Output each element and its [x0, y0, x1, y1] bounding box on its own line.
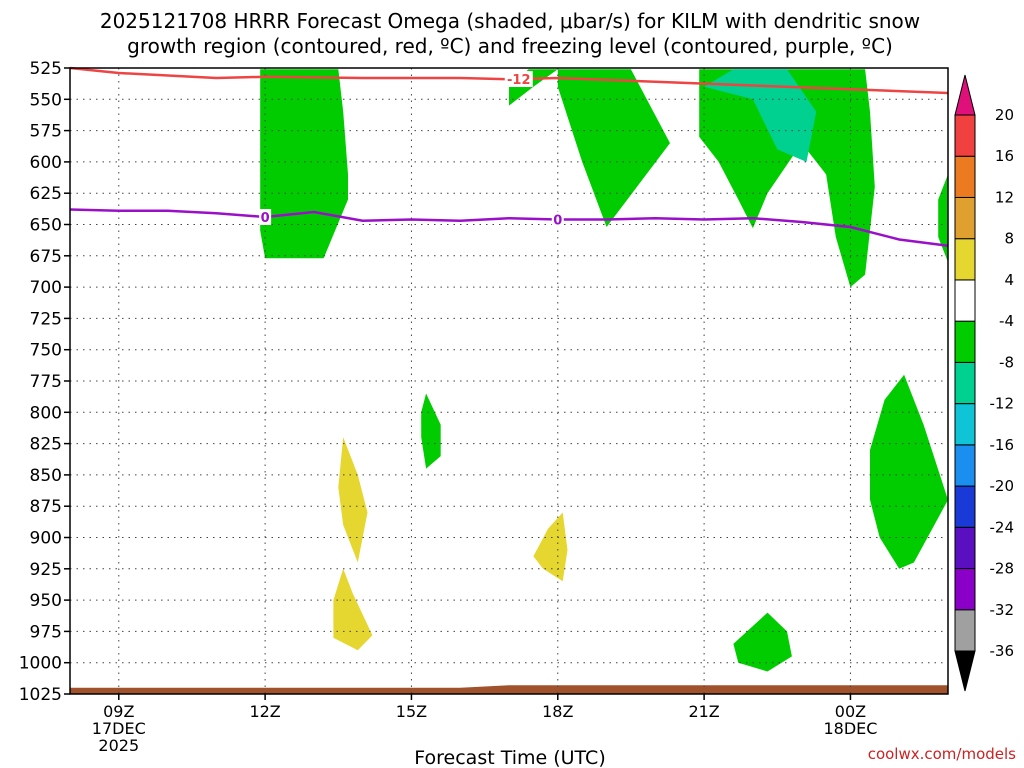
ground-surface [70, 685, 948, 694]
y-tick-label-550: 550 [30, 90, 62, 110]
omega-region-green-a [260, 69, 348, 259]
y-tick-label-575: 575 [30, 122, 62, 142]
contour-line-dendritic-minus12 [69, 66, 949, 95]
x-tick-label-18-0: 18Z [542, 702, 573, 721]
y-tick-label-650: 650 [30, 216, 62, 236]
y-tick-label-1025: 1025 [19, 685, 62, 705]
y-tick-label-950: 950 [30, 591, 62, 611]
colorbar-segment-12 [954, 114, 976, 157]
y-tick-label-725: 725 [30, 309, 62, 329]
colorbar-segment-8 [954, 279, 976, 322]
colorbar-label-4: -20 [990, 477, 1015, 495]
colorbar-segment-3 [954, 485, 976, 528]
colorbar-label-11: 12 [995, 188, 1014, 206]
omega-region-yellow-b [333, 568, 373, 651]
omega-shaded-regions [70, 69, 948, 694]
colorbar-label-3: -24 [990, 518, 1015, 536]
colorbar-segment-1 [954, 568, 976, 611]
colorbar-label-2: -28 [990, 560, 1015, 578]
colorbar: -36 -32 -28 -24 -20 -16 -12 -8 -4 4 8 12 16 20 [954, 74, 1015, 692]
colorbar-high-arrow [954, 74, 976, 116]
contour-label-bg-freezing-level-0-1 [551, 211, 564, 228]
colorbar-low-arrow [954, 650, 976, 692]
x-axis-label: Forecast Time (UTC) [414, 747, 605, 768]
y-tick-label-925: 925 [30, 560, 62, 580]
colorbar-segment-4 [954, 444, 976, 487]
colorbar-segment-6 [954, 361, 976, 405]
colorbar-segment-11 [954, 155, 976, 198]
colorbar-segment-10 [954, 196, 976, 240]
y-tick-label-875: 875 [30, 497, 62, 517]
colorbar-label-13: 20 [995, 106, 1014, 124]
credit-text: coolwx.com/models [868, 745, 1016, 763]
y-axis-ticks: 525 550 575 600 625 650 675 700 725 750 775 800 825 8… [19, 59, 70, 705]
y-tick-label-775: 775 [30, 372, 62, 392]
y-tick-label-525: 525 [30, 59, 62, 79]
omega-region-green-h [733, 612, 792, 672]
omega-region-green-f [421, 393, 441, 469]
colorbar-label-5: -16 [990, 436, 1015, 454]
y-tick-label-675: 675 [30, 247, 62, 267]
colorbar-segment-5 [954, 403, 976, 446]
colorbar-label-8: -4 [999, 312, 1014, 330]
y-tick-label-625: 625 [30, 184, 62, 204]
omega-region-teal-d [704, 69, 817, 162]
colorbar-label-12: 16 [995, 147, 1014, 165]
colorbar-label-1: -32 [990, 601, 1015, 619]
omega-region-green-e [938, 174, 948, 263]
x-tick-label-9-1: 17DEC [92, 719, 146, 738]
colorbar-label-7: -8 [999, 353, 1014, 371]
contour-label-freezing-level-0-1: 0 [553, 213, 562, 228]
omega-region-green-g [870, 374, 948, 569]
y-tick-label-700: 700 [30, 278, 62, 298]
y-tick-label-850: 850 [30, 466, 62, 486]
colorbar-segment-9 [954, 238, 976, 281]
temperature-contours: -12 0 0 [69, 66, 949, 248]
colorbar-segment-2 [954, 526, 976, 570]
chart-title-line1: 2025121708 HRRR Forecast Omega (shaded, … [100, 9, 920, 33]
omega-region-green-d [699, 69, 875, 288]
chart-title-line2: growth region (contoured, red, ºC) and f… [127, 34, 893, 58]
colorbar-label-0: -36 [990, 642, 1015, 660]
x-tick-label-15-0: 15Z [396, 702, 427, 721]
x-tick-label-9-0: 09Z [103, 702, 134, 721]
plot-frame [69, 67, 949, 695]
y-tick-label-900: 900 [30, 529, 62, 549]
colorbar-label-10: 8 [1004, 230, 1014, 248]
contour-label-bg-dendritic-minus12-0 [504, 71, 533, 88]
colorbar-label-9: 4 [1004, 271, 1014, 289]
colorbar-label-6: -12 [990, 395, 1015, 413]
y-tick-label-750: 750 [30, 341, 62, 361]
colorbar-segment-0 [954, 609, 976, 652]
contour-line-freezing-level-0 [69, 208, 949, 248]
colorbar-segment-7 [954, 320, 976, 363]
y-tick-label-600: 600 [30, 153, 62, 173]
contour-label-freezing-level-0-0: 0 [261, 211, 270, 226]
y-tick-label-975: 975 [30, 622, 62, 642]
contour-label-dendritic-minus12-0: -12 [507, 73, 531, 88]
x-tick-label-24-0: 00Z [835, 702, 866, 721]
omega-region-yellow-c [533, 512, 568, 582]
y-tick-label-1000: 1000 [19, 654, 62, 674]
x-tick-label-24-1: 18DEC [823, 719, 877, 738]
omega-region-green-c [557, 69, 670, 227]
y-tick-label-825: 825 [30, 435, 62, 455]
plot-gridlines [70, 68, 948, 694]
x-tick-label-12-0: 12Z [249, 702, 280, 721]
x-tick-label-21-0: 21Z [688, 702, 719, 721]
contour-label-bg-freezing-level-0-0 [259, 208, 272, 225]
x-tick-label-9-2: 2025 [98, 736, 139, 755]
y-tick-label-800: 800 [30, 403, 62, 423]
omega-region-yellow-a [338, 437, 368, 563]
